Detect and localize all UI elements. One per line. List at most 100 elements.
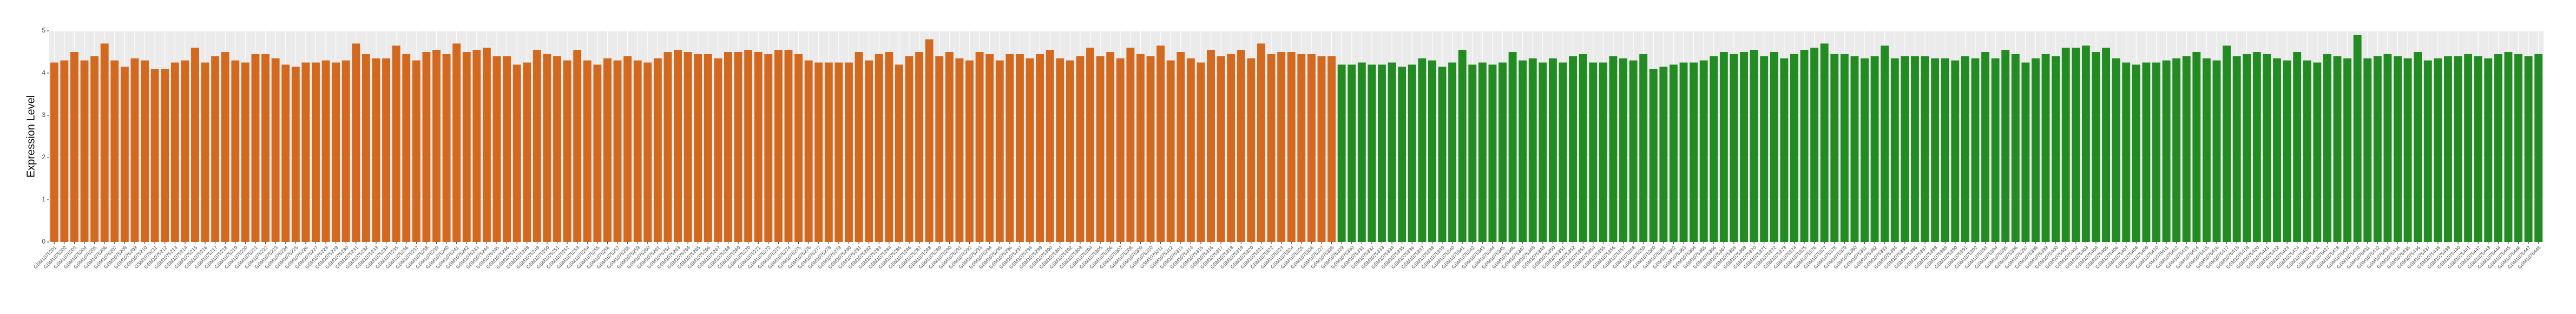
bar [2464, 54, 2473, 243]
bar [2243, 54, 2251, 243]
bar [2333, 56, 2342, 243]
bar [593, 64, 602, 243]
bar [1478, 62, 1487, 242]
bar [1287, 52, 1296, 242]
bar [2072, 48, 2080, 242]
bar [1488, 64, 1497, 243]
bar [1890, 58, 1899, 242]
bar [995, 60, 1004, 242]
bar [1569, 56, 1578, 243]
bar [1036, 54, 1044, 243]
bar [1619, 58, 1627, 242]
bar [1981, 52, 1989, 242]
bar [432, 50, 441, 242]
bar [2142, 62, 2151, 242]
bar [352, 43, 360, 243]
bar [643, 62, 652, 242]
bar [372, 58, 380, 242]
bar [2303, 60, 2311, 242]
bar [1861, 58, 1869, 242]
bar [1126, 48, 1135, 242]
bar [1408, 64, 1416, 243]
bar [2232, 56, 2241, 243]
bar [1559, 62, 1567, 242]
bar [2353, 35, 2362, 243]
bar [674, 50, 682, 242]
bar [2484, 58, 2493, 242]
bar [1388, 62, 1396, 242]
bar [1679, 62, 1688, 242]
bar [1337, 64, 1346, 243]
bar [120, 67, 129, 243]
bar [50, 62, 58, 242]
bar [392, 45, 400, 243]
bar [452, 43, 461, 243]
bar [1508, 52, 1517, 242]
bar [2092, 52, 2100, 242]
bar [764, 54, 773, 243]
bar [2363, 58, 2372, 242]
bar [1177, 52, 1185, 242]
bar [1699, 60, 1708, 242]
y-axis-label: Expression Level [25, 95, 37, 178]
bar [191, 48, 199, 242]
bar [613, 60, 622, 242]
bar [2283, 60, 2291, 242]
bar [1830, 54, 1839, 243]
bar [1548, 58, 1557, 242]
bar [2001, 50, 2010, 242]
bar [503, 56, 511, 243]
bar [341, 60, 350, 242]
bar [804, 60, 813, 242]
bar [100, 43, 109, 243]
bar [2021, 62, 2030, 242]
bar [603, 58, 612, 242]
bar [1217, 56, 1225, 243]
bar [1931, 58, 1940, 242]
bar [1207, 50, 1215, 242]
bar [201, 62, 209, 242]
bar [1790, 54, 1798, 243]
bar [462, 52, 471, 242]
bar [1116, 58, 1125, 242]
bar [563, 60, 571, 242]
bar [2454, 56, 2462, 243]
bar [2192, 52, 2201, 242]
bar [2182, 56, 2191, 243]
bar [312, 62, 320, 242]
bar [1348, 64, 1356, 243]
bar [2343, 58, 2352, 242]
bar [412, 60, 420, 242]
bar [2373, 56, 2382, 243]
bar [1166, 60, 1175, 242]
bar [301, 62, 310, 242]
bar [321, 60, 330, 242]
bar [895, 64, 903, 243]
bar [2223, 45, 2231, 243]
bar [2313, 62, 2322, 242]
bar [834, 62, 843, 242]
bar [261, 54, 270, 243]
bar [181, 60, 189, 242]
bar [2524, 56, 2533, 243]
bar [512, 64, 521, 243]
bar [1106, 52, 1115, 242]
bar [1357, 62, 1366, 242]
bar [1539, 62, 1547, 242]
bar [714, 58, 722, 242]
bar [2403, 58, 2412, 242]
bar [794, 54, 803, 243]
bar [1780, 58, 1789, 242]
bar [734, 52, 742, 242]
bar [241, 62, 249, 242]
bar [583, 60, 592, 242]
bar [2494, 54, 2502, 243]
bar [623, 56, 632, 243]
bar [915, 52, 924, 242]
bar [1257, 43, 1265, 243]
bar [905, 56, 914, 243]
bar [1307, 54, 1316, 243]
bar [110, 60, 119, 242]
bar [362, 54, 370, 243]
bar [935, 56, 944, 243]
